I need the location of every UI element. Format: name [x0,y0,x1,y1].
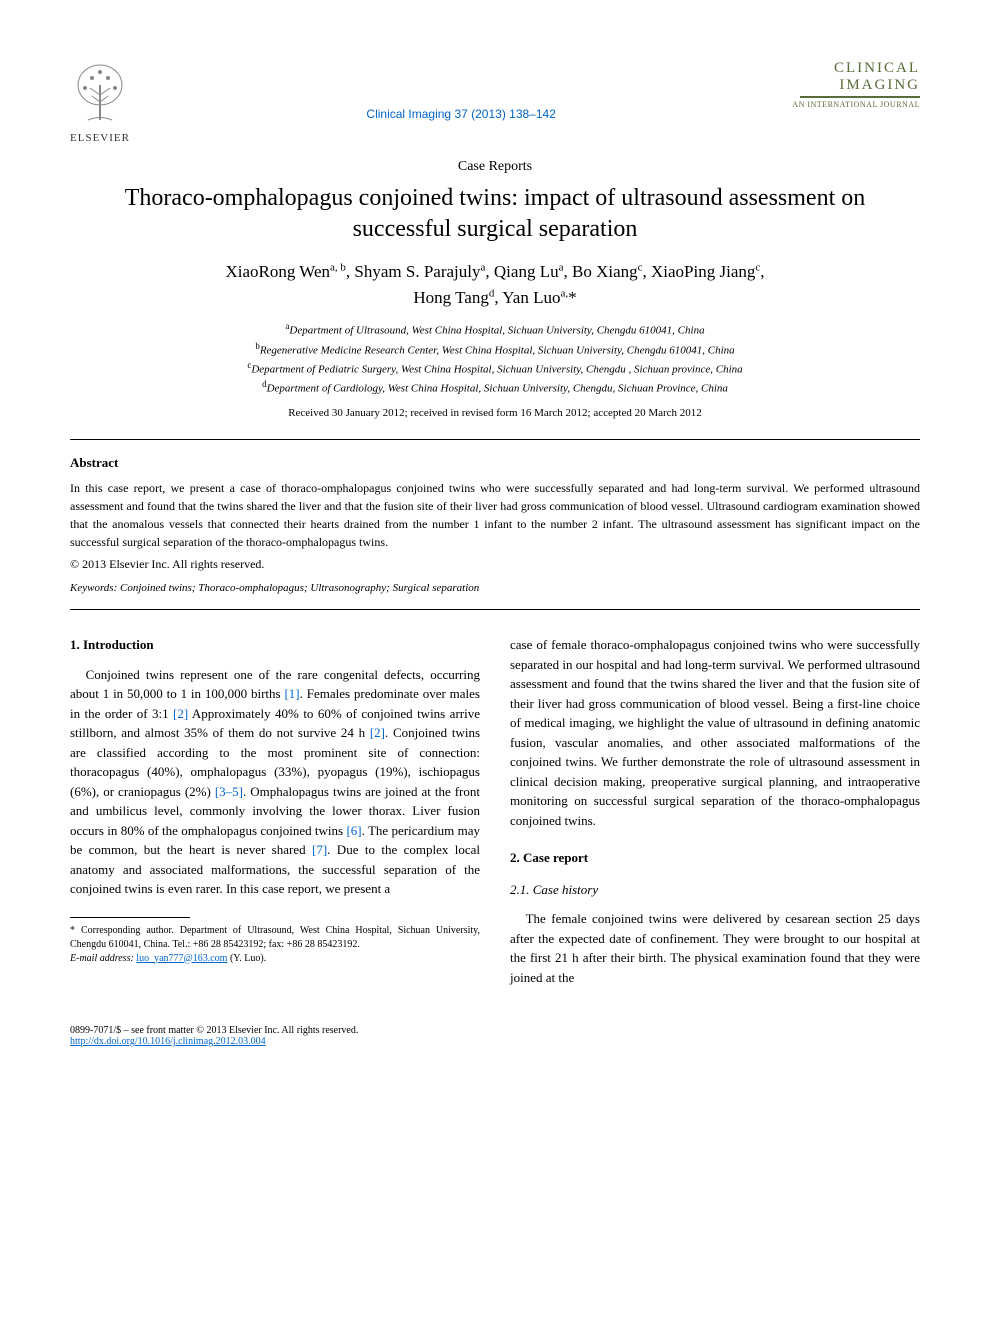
footer-copyright: 0899-7071/$ – see front matter © 2013 El… [70,1025,358,1036]
footnote-divider [70,917,190,918]
header-row: ELSEVIER Clinical Imaging 37 (2013) 138–… [70,60,920,144]
elsevier-tree-icon [70,60,130,130]
journal-logo-subtitle: AN INTERNATIONAL JOURNAL [792,100,920,109]
affiliation-a: aDepartment of Ultrasound, West China Ho… [70,320,920,339]
journal-logo: CLINICAL IMAGING AN INTERNATIONAL JOURNA… [792,60,920,109]
case-history-subheading: 2.1. Case history [510,880,920,900]
divider-top [70,439,920,440]
intro-paragraph: Conjoined twins represent one of the rar… [70,665,480,899]
abstract-text: In this case report, we present a case o… [70,479,920,551]
footnote-email-line: E-mail address: luo_yan777@163.com (Y. L… [70,952,480,966]
footer-doi-link[interactable]: http://dx.doi.org/10.1016/j.clinimag.201… [70,1036,266,1047]
page-footer: 0899-7071/$ – see front matter © 2013 El… [70,1017,920,1047]
intro-continuation: case of female thoraco-omphalopagus conj… [510,635,920,830]
keywords-line: Keywords: Conjoined twins; Thoraco-ompha… [70,582,920,594]
affiliation-d: dDepartment of Cardiology, West China Ho… [70,378,920,397]
column-left: 1. Introduction Conjoined twins represen… [70,635,480,987]
journal-reference-block: Clinical Imaging 37 (2013) 138–142 [130,60,792,123]
affiliations-block: aDepartment of Ultrasound, West China Ho… [70,320,920,397]
journal-logo-line1: CLINICAL [792,60,920,77]
authors-line-2: Hong Tangd, Yan Luoa,* [70,285,920,311]
page-container: ELSEVIER Clinical Imaging 37 (2013) 138–… [0,0,990,1087]
abstract-heading: Abstract [70,455,920,471]
intro-heading: 1. Introduction [70,635,480,655]
article-dates: Received 30 January 2012; received in re… [70,407,920,419]
authors-line-1: XiaoRong Wena, b, Shyam S. Parajulya, Qi… [70,259,920,285]
case-history-paragraph: The female conjoined twins were delivere… [510,909,920,987]
footnote-corr-text: * Corresponding author. Department of Ul… [70,924,480,952]
journal-logo-underline [800,96,920,98]
copyright-line: © 2013 Elsevier Inc. All rights reserved… [70,557,920,572]
affiliation-c: cDepartment of Pediatric Surgery, West C… [70,359,920,378]
publisher-logo: ELSEVIER [70,60,130,144]
keywords-label: Keywords: [70,582,117,594]
publisher-name: ELSEVIER [70,132,130,144]
affiliation-b: bRegenerative Medicine Research Center, … [70,340,920,359]
column-right: case of female thoraco-omphalopagus conj… [510,635,920,987]
body-columns: 1. Introduction Conjoined twins represen… [70,635,920,987]
authors-block: XiaoRong Wena, b, Shyam S. Parajulya, Qi… [70,259,920,310]
corresponding-author-footnote: * Corresponding author. Department of Ul… [70,924,480,966]
footer-left: 0899-7071/$ – see front matter © 2013 El… [70,1025,358,1047]
keywords-values: Conjoined twins; Thoraco-omphalopagus; U… [120,582,479,594]
footnote-email-suffix: (Y. Luo). [230,953,266,964]
divider-bottom [70,609,920,610]
journal-reference-link[interactable]: Clinical Imaging 37 (2013) 138–142 [366,107,555,121]
journal-logo-line2: IMAGING [792,77,920,94]
footnote-email-label: E-mail address: [70,953,134,964]
footnote-email-link[interactable]: luo_yan777@163.com [136,953,227,964]
article-type-label: Case Reports [70,159,920,175]
case-report-heading: 2. Case report [510,848,920,868]
article-title: Thoraco-omphalopagus conjoined twins: im… [90,183,900,245]
